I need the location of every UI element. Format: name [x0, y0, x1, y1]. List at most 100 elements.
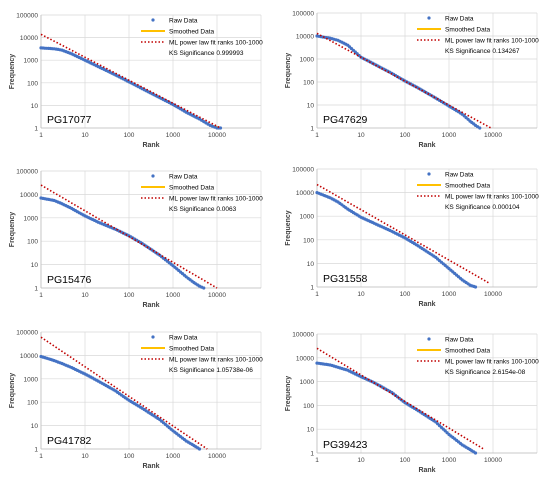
y-tick-label: 1	[34, 286, 38, 293]
y-tick-label: 10000	[20, 35, 38, 42]
y-axis-title: Frequency	[9, 373, 16, 409]
legend-fit-label: ML power law fit ranks 100-1000	[445, 194, 539, 201]
ks-significance-text: KS Significance 0.000104	[445, 204, 520, 211]
x-tick-label: 10	[81, 292, 89, 299]
legend-raw-label: Raw Data	[169, 335, 198, 342]
y-tick-label: 1000	[24, 376, 39, 383]
legend-smoothed-label: Smoothed Data	[169, 185, 215, 192]
y-tick-label: 1	[34, 447, 38, 454]
y-tick-label: 10	[31, 262, 39, 269]
y-tick-label: 1000	[300, 379, 315, 386]
x-tick-label: 1	[315, 457, 319, 464]
legend-smoothed-label: Smoothed Data	[445, 27, 491, 34]
y-tick-label: 100000	[16, 169, 38, 176]
y-tick-label: 100	[27, 239, 38, 246]
power-law-fit-line	[316, 183, 490, 284]
y-tick-label: 100000	[292, 167, 314, 174]
chart-panel: 1 10 100 1000 10000 100000 1 10 100 1000 10000 Rank…	[285, 11, 539, 150]
legend-fit-label: ML power law fit ranks 100-1000	[445, 38, 539, 45]
x-axis-title: Rank	[418, 301, 435, 308]
y-tick-label: 100	[27, 400, 38, 407]
chart-panel: 1 10 100 1000 10000 100000 1 10 100 1000 10000 Rank…	[9, 169, 263, 310]
x-tick-label: 1000	[166, 292, 181, 299]
y-tick-label: 10000	[296, 355, 314, 362]
y-tick-label: 1000	[300, 214, 315, 221]
x-tick-label: 10	[81, 453, 89, 460]
raw-data-point	[218, 126, 223, 130]
x-tick-label: 1	[315, 291, 319, 298]
legend-raw-label: Raw Data	[445, 337, 474, 344]
chart-panel: 1 10 100 1000 10000 100000 1 10 100 1000 10000 Rank…	[9, 13, 263, 150]
x-tick-label: 1	[39, 453, 43, 460]
y-tick-label: 1000	[24, 215, 39, 222]
y-tick-label: 10000	[296, 34, 314, 41]
legend-raw-label: Raw Data	[169, 18, 198, 25]
legend-fit-label: ML power law fit ranks 100-1000	[169, 40, 263, 47]
ks-significance-text: KS Significance 0.0063	[169, 206, 237, 213]
x-tick-label: 1000	[166, 132, 181, 139]
y-tick-label: 10000	[296, 190, 314, 197]
ks-significance-text: KS Significance 0.999993	[169, 50, 244, 57]
y-axis-title: Frequency	[9, 212, 16, 248]
x-tick-label: 1000	[442, 457, 457, 464]
legend-smoothed-label: Smoothed Data	[445, 348, 491, 355]
x-axis-title: Rank	[418, 467, 435, 474]
raw-data-point	[478, 126, 482, 130]
x-tick-label: 1000	[166, 453, 181, 460]
x-tick-label: 10000	[208, 453, 226, 460]
x-tick-label: 10	[81, 132, 89, 139]
y-tick-label: 100	[303, 80, 314, 87]
y-tick-label: 10	[307, 261, 315, 268]
x-tick-label: 10000	[484, 291, 502, 298]
legend-smoothed-label: Smoothed Data	[445, 183, 491, 190]
y-tick-label: 10	[307, 103, 315, 110]
x-tick-label: 100	[124, 453, 135, 460]
panel-label: PG39423	[323, 439, 368, 451]
legend-raw-marker	[427, 172, 431, 176]
y-tick-label: 1	[310, 126, 314, 133]
x-tick-label: 1	[39, 132, 43, 139]
panel-label: PG31558	[323, 273, 368, 285]
raw-data-point	[197, 447, 202, 451]
panel-label: PG47629	[323, 114, 368, 126]
x-tick-label: 10	[357, 291, 365, 298]
y-tick-label: 1	[310, 451, 314, 458]
x-tick-label: 1	[39, 292, 43, 299]
legend-raw-label: Raw Data	[445, 16, 474, 23]
x-axis-title: Rank	[142, 302, 159, 309]
y-tick-label: 100000	[16, 13, 38, 20]
y-tick-label: 100000	[16, 330, 38, 337]
legend-raw-marker	[151, 174, 155, 178]
y-axis-title: Frequency	[9, 54, 16, 90]
x-tick-label: 10	[357, 457, 365, 464]
legend-fit-label: ML power law fit ranks 100-1000	[445, 359, 539, 366]
x-tick-label: 100	[124, 292, 135, 299]
x-axis-title: Rank	[142, 463, 159, 470]
legend-fit-label: ML power law fit ranks 100-1000	[169, 196, 263, 203]
y-tick-label: 1	[310, 285, 314, 292]
x-tick-label: 1000	[442, 291, 457, 298]
y-tick-label: 10	[31, 423, 39, 430]
y-tick-label: 100000	[292, 332, 314, 339]
power-law-fit-line	[40, 336, 208, 450]
y-axis-title: Frequency	[285, 53, 292, 89]
y-axis-title: Frequency	[285, 210, 292, 246]
y-tick-label: 100	[27, 80, 38, 87]
x-tick-label: 1	[315, 132, 319, 139]
x-tick-label: 100	[400, 291, 411, 298]
x-tick-label: 10000	[208, 292, 226, 299]
x-tick-label: 100	[400, 132, 411, 139]
legend-smoothed-label: Smoothed Data	[169, 29, 215, 36]
power-law-fit-line	[316, 32, 492, 129]
panel-label: PG41782	[47, 435, 92, 447]
legend-raw-label: Raw Data	[169, 174, 198, 181]
power-law-fit-line	[316, 347, 484, 450]
ks-significance-text: KS Significance 0.134267	[445, 48, 520, 55]
panel-label: PG17077	[47, 114, 92, 126]
x-tick-label: 100	[124, 132, 135, 139]
power-law-fit-line	[40, 184, 218, 289]
chart-panel: 1 10 100 1000 10000 100000 1 10 100 1000 10000 Rank…	[9, 330, 263, 471]
y-tick-label: 10	[307, 427, 315, 434]
y-tick-label: 10000	[20, 353, 38, 360]
